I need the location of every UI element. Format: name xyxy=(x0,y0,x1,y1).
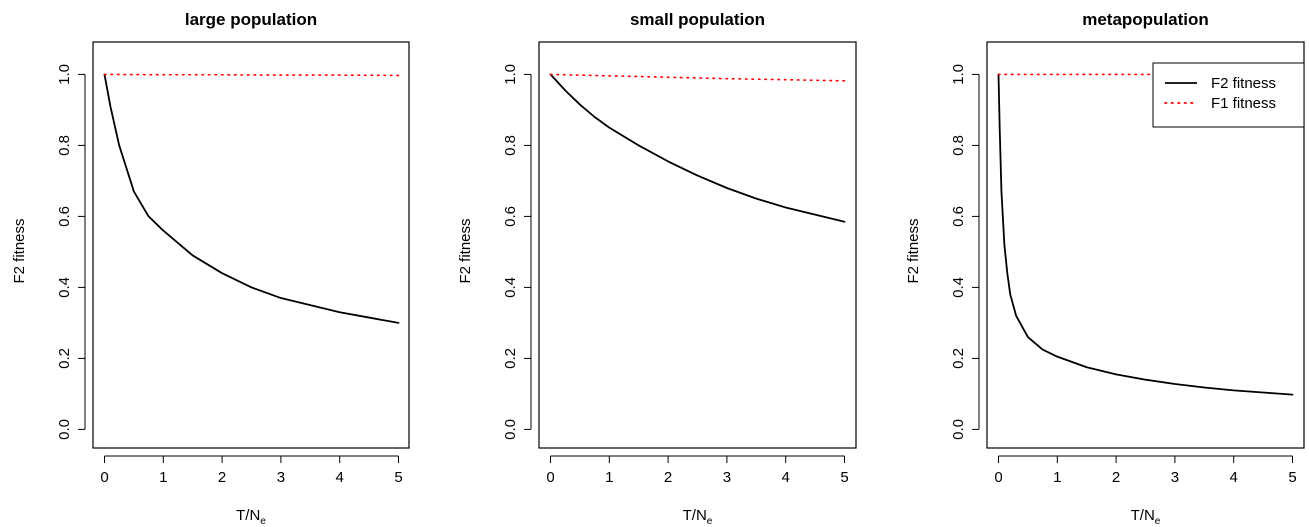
x-tick-label: 4 xyxy=(782,469,790,486)
y-tick-label: 0.0 xyxy=(502,419,519,440)
legend-label: F2 fitness xyxy=(1211,75,1276,92)
x-axis-label-main: T/N xyxy=(1131,507,1155,524)
x-axis-label: T/Ne xyxy=(683,507,713,527)
plot-frame xyxy=(538,41,857,449)
x-tick-label: 2 xyxy=(218,469,226,486)
y-tick-label: 0.6 xyxy=(950,206,967,227)
panel-1: large population 0 1 2 3 4 5 0.0 0.2 0.4 0.6 0.8 1.0… xyxy=(11,10,410,527)
y-tick-label: 0.0 xyxy=(56,419,73,440)
x-tick-label: 0 xyxy=(546,469,554,486)
legend-box xyxy=(1152,62,1305,128)
x-tick-label: 5 xyxy=(840,469,848,486)
y-tick-label: 0.4 xyxy=(950,277,967,298)
x-tick-label: 4 xyxy=(336,469,344,486)
series-line-f1 xyxy=(103,73,400,77)
x-tick-label: 5 xyxy=(1288,469,1296,486)
y-tick-label: 1.0 xyxy=(950,64,967,85)
x-tick-label: 1 xyxy=(1053,469,1061,486)
series-line-f2 xyxy=(549,73,846,223)
y-axis-label: F2 fitness xyxy=(905,218,922,283)
y-tick-label: 0.2 xyxy=(56,348,73,369)
series-line-f2 xyxy=(997,73,1294,396)
chart-title: metapopulation xyxy=(1082,10,1209,29)
x-tick-label: 1 xyxy=(159,469,167,486)
x-axis-label: T/Ne xyxy=(1131,507,1161,527)
y-tick-label: 0.2 xyxy=(950,348,967,369)
plot-frame xyxy=(92,41,410,449)
panel-2: small population 0 1 2 3 4 5 0.0 0.2 0.4 0.6 0.8 1.0… xyxy=(457,10,857,527)
chart-title: large population xyxy=(185,10,317,29)
x-tick-label: 3 xyxy=(723,469,731,486)
y-tick-label: 0.8 xyxy=(56,135,73,156)
x-tick-label: 3 xyxy=(1171,469,1179,486)
y-tick-label: 1.0 xyxy=(502,64,519,85)
x-tick-label: 3 xyxy=(277,469,285,486)
legend: F2 fitness F1 fitness xyxy=(1152,62,1305,128)
y-tick-label: 0.8 xyxy=(950,135,967,156)
panel-3: metapopulation 0 1 2 3 4 5 0.0 0.2 0.4 0.6 0.8 1.0 T/… xyxy=(905,10,1305,527)
y-tick-label: 0.0 xyxy=(950,419,967,440)
legend-label: F1 fitness xyxy=(1211,95,1276,112)
x-tick-label: 4 xyxy=(1230,469,1238,486)
x-tick-label: 1 xyxy=(605,469,613,486)
x-axis-label-subscript: e xyxy=(1155,516,1161,527)
x-axis-label: T/Ne xyxy=(236,507,266,527)
y-tick-label: 0.4 xyxy=(56,277,73,298)
x-axis-label-main: T/N xyxy=(683,507,707,524)
x-axis-label-subscript: e xyxy=(260,516,266,527)
x-tick-label: 2 xyxy=(664,469,672,486)
y-axis-label: F2 fitness xyxy=(457,218,474,283)
x-tick-label: 2 xyxy=(1112,469,1120,486)
x-tick-label: 0 xyxy=(994,469,1002,486)
y-tick-label: 0.6 xyxy=(56,206,73,227)
y-tick-label: 0.8 xyxy=(502,135,519,156)
y-tick-label: 0.4 xyxy=(502,277,519,298)
y-tick-label: 1.0 xyxy=(56,64,73,85)
chart-title: small population xyxy=(630,10,765,29)
series-line-f2 xyxy=(103,73,400,324)
x-tick-label: 5 xyxy=(394,469,402,486)
y-tick-label: 0.2 xyxy=(502,348,519,369)
x-axis-label-subscript: e xyxy=(707,516,713,527)
x-tick-label: 0 xyxy=(100,469,108,486)
y-axis-label: F2 fitness xyxy=(11,218,28,283)
y-tick-label: 0.6 xyxy=(502,206,519,227)
x-axis-label-main: T/N xyxy=(236,507,260,524)
plot-frame xyxy=(986,41,1305,449)
series-line-f1 xyxy=(549,73,846,82)
